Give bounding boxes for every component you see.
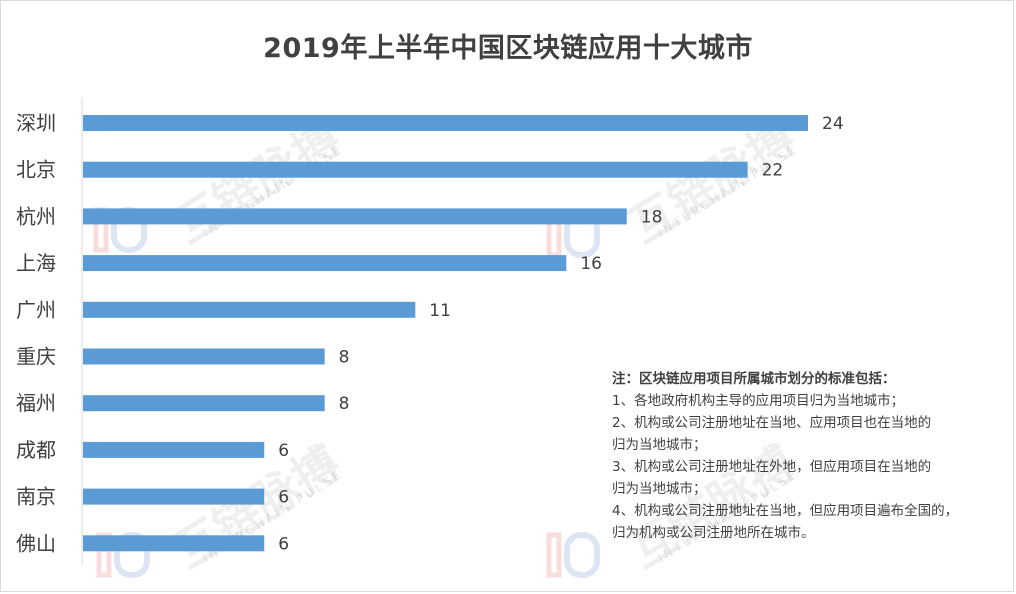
note-line: 归为当地城市；: [612, 481, 707, 497]
note-line: 3、机构或公司注册地址在外地，但应用项目在当地的: [612, 459, 932, 475]
data-label: 6: [278, 488, 289, 508]
bar: [83, 488, 265, 505]
note-line: 归为当地城市；: [612, 437, 707, 453]
bar: [83, 208, 627, 225]
bar: [83, 255, 567, 272]
category-label: 上海: [16, 251, 56, 275]
data-label: 6: [278, 441, 289, 461]
data-label: 8: [339, 348, 350, 368]
data-label: 6: [278, 534, 289, 554]
chart-title: 2019年上半年中国区块链应用十大城市: [263, 33, 753, 64]
bar: [83, 395, 325, 412]
bar: [83, 115, 808, 131]
note-title: 注：区块链应用项目所属城市划分的标准包括：: [612, 371, 896, 387]
data-label: 11: [429, 301, 451, 321]
category-label: 杭州: [16, 204, 56, 228]
category-label: 成都: [16, 438, 56, 462]
bar: [83, 535, 265, 552]
data-label: 16: [580, 254, 602, 274]
data-label: 18: [641, 207, 663, 227]
note-line: 2、机构或公司注册地址在当地、应用项目也在当地的: [612, 415, 932, 431]
chart-note: 注：区块链应用项目所属城市划分的标准包括： 1、各地政府机构主导的应用项目归为当…: [612, 368, 1007, 544]
note-line: 1、各地政府机构主导的应用项目归为当地城市；: [612, 393, 905, 409]
data-label: 22: [762, 161, 784, 181]
data-label: 24: [822, 114, 844, 134]
category-label: 深圳: [16, 111, 56, 135]
bar: [83, 301, 416, 318]
note-line: 4、机构或公司注册地址在当地，但应用项目遍布全国的，: [612, 503, 959, 519]
category-label: 广州: [16, 298, 56, 322]
category-label: 南京: [16, 485, 56, 509]
category-label: 北京: [16, 158, 56, 182]
bar: [83, 161, 748, 178]
category-label: 重庆: [16, 345, 56, 369]
category-label: 佛山: [16, 531, 56, 555]
category-label: 福州: [16, 391, 56, 415]
bar: [83, 441, 265, 458]
note-line: 归为机构或公司注册地所在城市。: [612, 525, 815, 541]
bar: [83, 348, 325, 365]
data-label: 8: [339, 394, 350, 414]
